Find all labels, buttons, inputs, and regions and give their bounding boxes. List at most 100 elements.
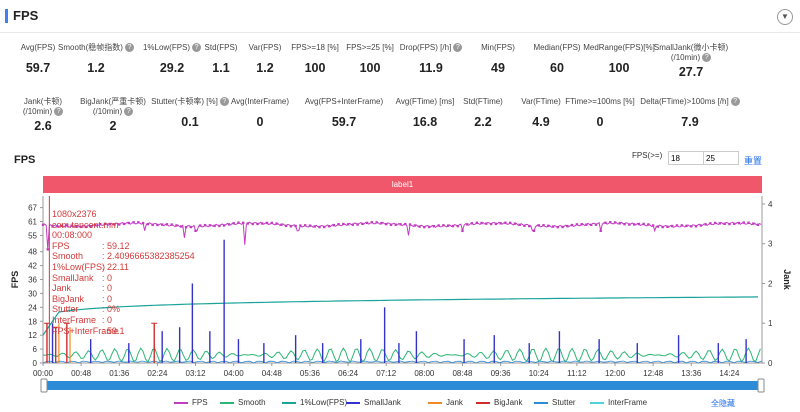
help-icon[interactable]: ? — [730, 97, 740, 107]
fps-point — [70, 224, 73, 227]
m1-1: Smooth(稳帧指数)? 1.2 — [46, 43, 146, 75]
legend-item-0[interactable]: FPS — [174, 398, 208, 407]
x-tick-label: 00:48 — [71, 369, 92, 378]
fps-point — [280, 223, 283, 226]
fps-point — [156, 223, 159, 227]
tooltip-row: FPS+InterFrame: 59.1 — [52, 326, 195, 337]
fps-point — [413, 224, 417, 227]
metric-label: Smooth(稳帧指数)? — [46, 43, 146, 53]
fps-point — [84, 225, 88, 229]
fps-point — [103, 222, 107, 225]
fps-point — [203, 223, 207, 227]
fps-point — [113, 223, 116, 226]
fps-point — [146, 222, 150, 226]
metric-value: 2.6 — [34, 119, 52, 133]
legend-item-4[interactable]: Jank — [428, 398, 463, 407]
fps-point — [342, 222, 345, 226]
label-bar[interactable]: label1 — [43, 176, 762, 193]
fps-point — [385, 222, 388, 226]
legend-label: FPS — [192, 398, 208, 407]
fps-point — [485, 222, 488, 225]
y-tick-label-left: 12 — [28, 331, 37, 340]
fps-point — [346, 223, 350, 226]
y-tick-label-left: 48 — [28, 248, 37, 257]
m1-7: Drop(FPS) [/h]? 11.9 — [381, 43, 481, 75]
tooltip-time: 00:08:000 — [52, 230, 93, 241]
legend-swatch — [220, 401, 234, 404]
reset-button[interactable]: 重置 — [744, 156, 763, 166]
metric-label: Drop(FPS) [/h]? — [381, 43, 481, 53]
fps-point — [532, 229, 536, 232]
legend-item-6[interactable]: Stutter — [534, 398, 576, 407]
fps-point — [227, 223, 231, 226]
metric-label-text: Smooth(稳帧指数) — [58, 43, 123, 52]
m2-0: Jank(卡顿) (/10min)? 2.6 — [0, 97, 93, 133]
fps-point — [599, 229, 602, 232]
y-tick-label-left: 6 — [33, 345, 38, 354]
metric-label: Avg(InterFrame) — [210, 97, 310, 107]
fps-point — [499, 222, 502, 225]
tooltip-key: Stutter — [52, 304, 79, 315]
legend-item-7[interactable]: InterFrame — [590, 398, 647, 407]
metric-value: 2.2 — [474, 115, 492, 129]
fps-point — [728, 222, 731, 226]
tooltip-value: : 0% — [102, 304, 121, 315]
metric-value: 1.2 — [87, 61, 105, 75]
metric-label-text: Min(FPS) — [481, 43, 515, 52]
fps-point — [51, 225, 54, 228]
help-icon[interactable]: ? — [453, 43, 463, 53]
legend-swatch — [282, 401, 296, 404]
metric-label: Avg(FPS) — [0, 43, 88, 53]
help-icon[interactable]: ? — [192, 43, 202, 53]
legend-item-2[interactable]: 1%Low(FPS) — [282, 398, 347, 407]
fps-point — [261, 222, 264, 225]
legend-swatch — [346, 401, 360, 404]
fps-point — [647, 223, 650, 226]
fps-point — [242, 221, 245, 225]
fps-point — [60, 224, 64, 227]
fps-point — [394, 223, 397, 226]
tooltip-row: FPS: 59.12 — [52, 241, 195, 252]
time-range-scrollbar[interactable] — [43, 381, 762, 390]
fps-point — [294, 224, 297, 228]
legend-label: InterFrame — [608, 398, 648, 407]
fps-point — [613, 221, 617, 224]
metric-label-text: BigJank(严重卡顿) — [80, 97, 146, 106]
fps-point — [237, 221, 240, 224]
legend-label: Smooth — [238, 398, 266, 407]
hide-all-button[interactable]: 全隐藏 — [711, 399, 735, 408]
fps-point — [704, 223, 707, 226]
fps-point — [218, 224, 221, 228]
fps-point — [141, 221, 145, 225]
help-icon[interactable]: ? — [124, 43, 134, 53]
fps-point — [151, 223, 154, 227]
chevron-down-icon[interactable]: ▼ — [777, 9, 793, 25]
fps-point — [504, 221, 507, 224]
metric-label: Avg(FPS+InterFrame) — [294, 97, 394, 107]
fps-point — [451, 224, 455, 228]
legend-item-1[interactable]: Smooth — [220, 398, 266, 407]
legend-item-3[interactable]: SmallJank — [346, 398, 401, 407]
fps-point — [118, 223, 121, 226]
help-icon[interactable]: ? — [219, 97, 229, 107]
fps-point — [427, 225, 431, 229]
range-handle-left[interactable] — [40, 378, 48, 393]
fps-point — [404, 222, 407, 226]
m1-10: MedRange(FPS)[%] 100 — [569, 43, 669, 75]
fps-point — [656, 225, 660, 228]
help-icon[interactable]: ? — [702, 53, 712, 63]
legend-label: 1%Low(FPS) — [300, 398, 348, 407]
help-icon[interactable]: ? — [54, 107, 64, 117]
help-icon[interactable]: ? — [124, 107, 134, 117]
fps-point — [375, 221, 378, 224]
range-handle-right[interactable] — [757, 378, 765, 393]
fps-threshold-input-2[interactable] — [703, 151, 739, 165]
tooltip-key: FPS — [52, 240, 70, 251]
legend-item-5[interactable]: BigJank — [476, 398, 522, 407]
m2-4: Avg(FPS+InterFrame) 59.7 — [294, 97, 394, 129]
metric-label: Std(FPS) — [171, 43, 271, 53]
fps-point — [666, 225, 669, 228]
tooltip-row: 1%Low(FPS): 22.11 — [52, 262, 195, 273]
x-tick-label: 02:24 — [147, 369, 168, 378]
